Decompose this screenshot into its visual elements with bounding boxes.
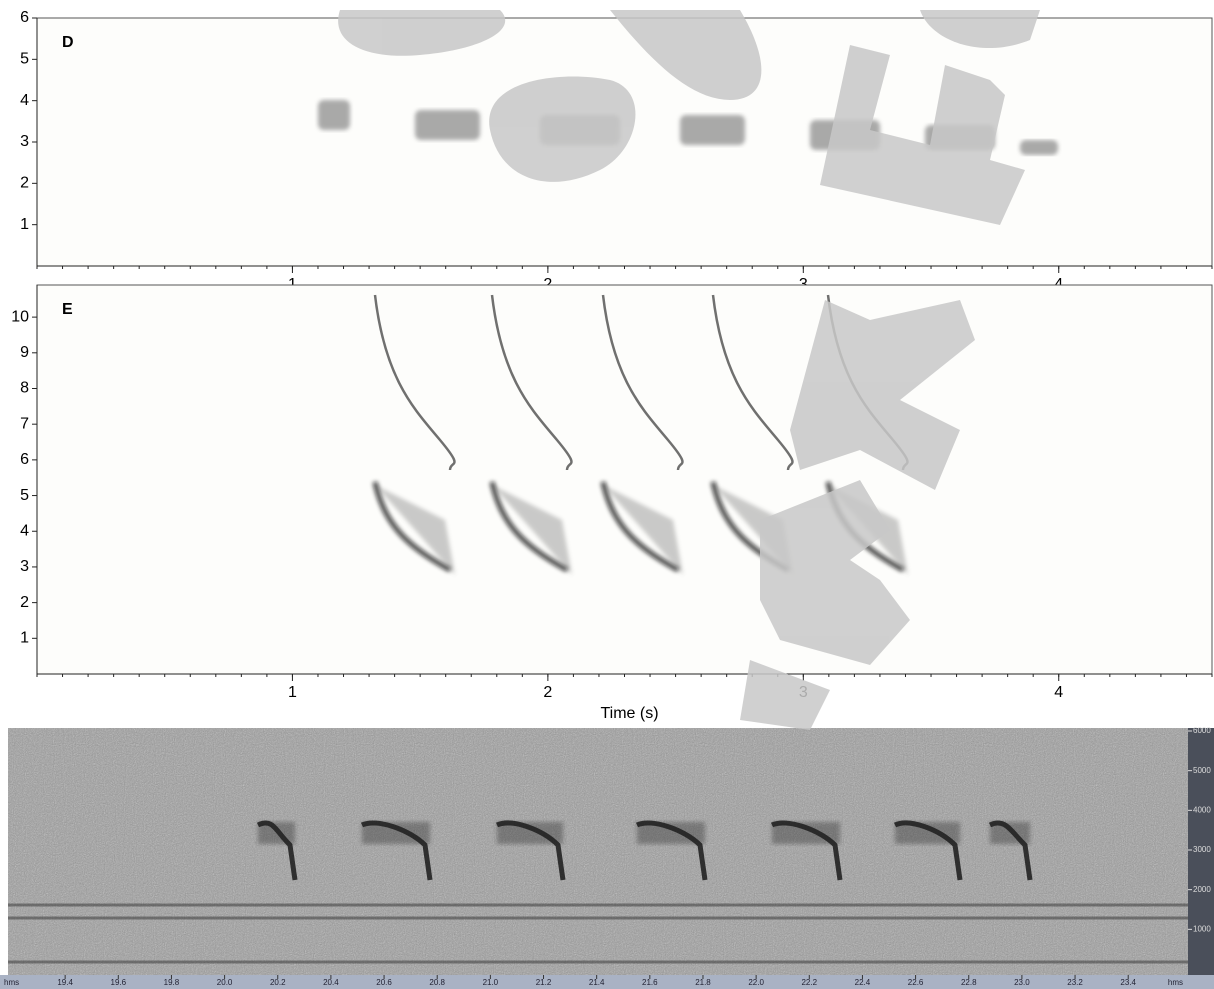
y-tick-label: 5000 xyxy=(1193,766,1211,775)
x-tick-label: 23.2 xyxy=(1067,978,1083,987)
sound-trace xyxy=(637,822,705,844)
x-unit-label: hms xyxy=(4,978,19,987)
panel-label: E xyxy=(62,301,73,318)
x-tick-label: 20.2 xyxy=(270,978,286,987)
y-tick-label: 10 xyxy=(11,308,29,325)
y-tick-label: 1 xyxy=(20,630,29,647)
x-tick-label: 21.6 xyxy=(642,978,658,987)
sound-trace xyxy=(990,822,1030,844)
y-tick-label: 6 xyxy=(20,451,29,468)
chart: 1234561234D123456789101234ETime (s)10002… xyxy=(0,0,1214,989)
x-tick-label: 21.8 xyxy=(695,978,711,987)
y-tick-label: 3000 xyxy=(1193,845,1211,854)
y-tick-label: 9 xyxy=(20,344,29,361)
y-tick-label: 5 xyxy=(20,487,29,504)
x-tick-label: 22.4 xyxy=(855,978,871,987)
sound-trace xyxy=(318,100,350,130)
y-tick-label: 4 xyxy=(20,92,29,109)
x-tick-label: 1 xyxy=(288,684,297,701)
x-unit-label: hms xyxy=(1168,978,1183,987)
y-tick-label: 3 xyxy=(20,558,29,575)
x-tick-label: 22.8 xyxy=(961,978,977,987)
spectrogram-noise xyxy=(8,728,1188,975)
x-axis-bar xyxy=(0,975,1214,989)
x-tick-label: 23.0 xyxy=(1014,978,1030,987)
page: 1234561234D123456789101234ETime (s)10002… xyxy=(0,0,1214,989)
y-tick-label: 8 xyxy=(20,380,29,397)
y-tick-label: 3 xyxy=(20,133,29,150)
sound-trace xyxy=(415,110,480,140)
y-tick-label: 6000 xyxy=(1193,726,1211,735)
y-tick-label: 2 xyxy=(20,175,29,192)
sound-trace xyxy=(1020,140,1058,155)
y-tick-label: 5 xyxy=(20,51,29,68)
y-tick-label: 4 xyxy=(20,522,29,539)
x-tick-label: 19.8 xyxy=(164,978,180,987)
x-axis-label: Time (s) xyxy=(600,705,658,722)
y-tick-label: 6 xyxy=(20,9,29,26)
sound-trace xyxy=(772,822,840,844)
y-tick-label: 2 xyxy=(20,594,29,611)
x-tick-label: 21.2 xyxy=(536,978,552,987)
x-tick-label: 22.2 xyxy=(801,978,817,987)
sound-trace xyxy=(258,822,295,844)
x-tick-label: 23.4 xyxy=(1120,978,1136,987)
x-tick-label: 20.4 xyxy=(323,978,339,987)
sound-trace xyxy=(895,822,960,844)
y-tick-label: 4000 xyxy=(1193,805,1211,814)
x-tick-label: 20.8 xyxy=(429,978,445,987)
x-tick-label: 2 xyxy=(543,684,552,701)
x-tick-label: 21.4 xyxy=(589,978,605,987)
x-tick-label: 20.0 xyxy=(217,978,233,987)
y-tick-label: 1000 xyxy=(1193,924,1211,933)
x-tick-label: 21.0 xyxy=(483,978,499,987)
y-tick-label: 2000 xyxy=(1193,885,1211,894)
y-tick-label: 7 xyxy=(20,415,29,432)
plot-frame xyxy=(37,285,1212,674)
x-tick-label: 22.6 xyxy=(908,978,924,987)
x-tick-label: 19.6 xyxy=(111,978,127,987)
y-tick-label: 1 xyxy=(20,216,29,233)
sound-trace xyxy=(362,822,430,844)
panel-label: D xyxy=(62,34,74,51)
sound-trace xyxy=(497,822,563,844)
x-tick-label: 4 xyxy=(1054,684,1063,701)
x-tick-label: 19.4 xyxy=(57,978,73,987)
sound-trace xyxy=(680,115,745,145)
x-tick-label: 20.6 xyxy=(376,978,392,987)
x-tick-label: 22.0 xyxy=(748,978,764,987)
